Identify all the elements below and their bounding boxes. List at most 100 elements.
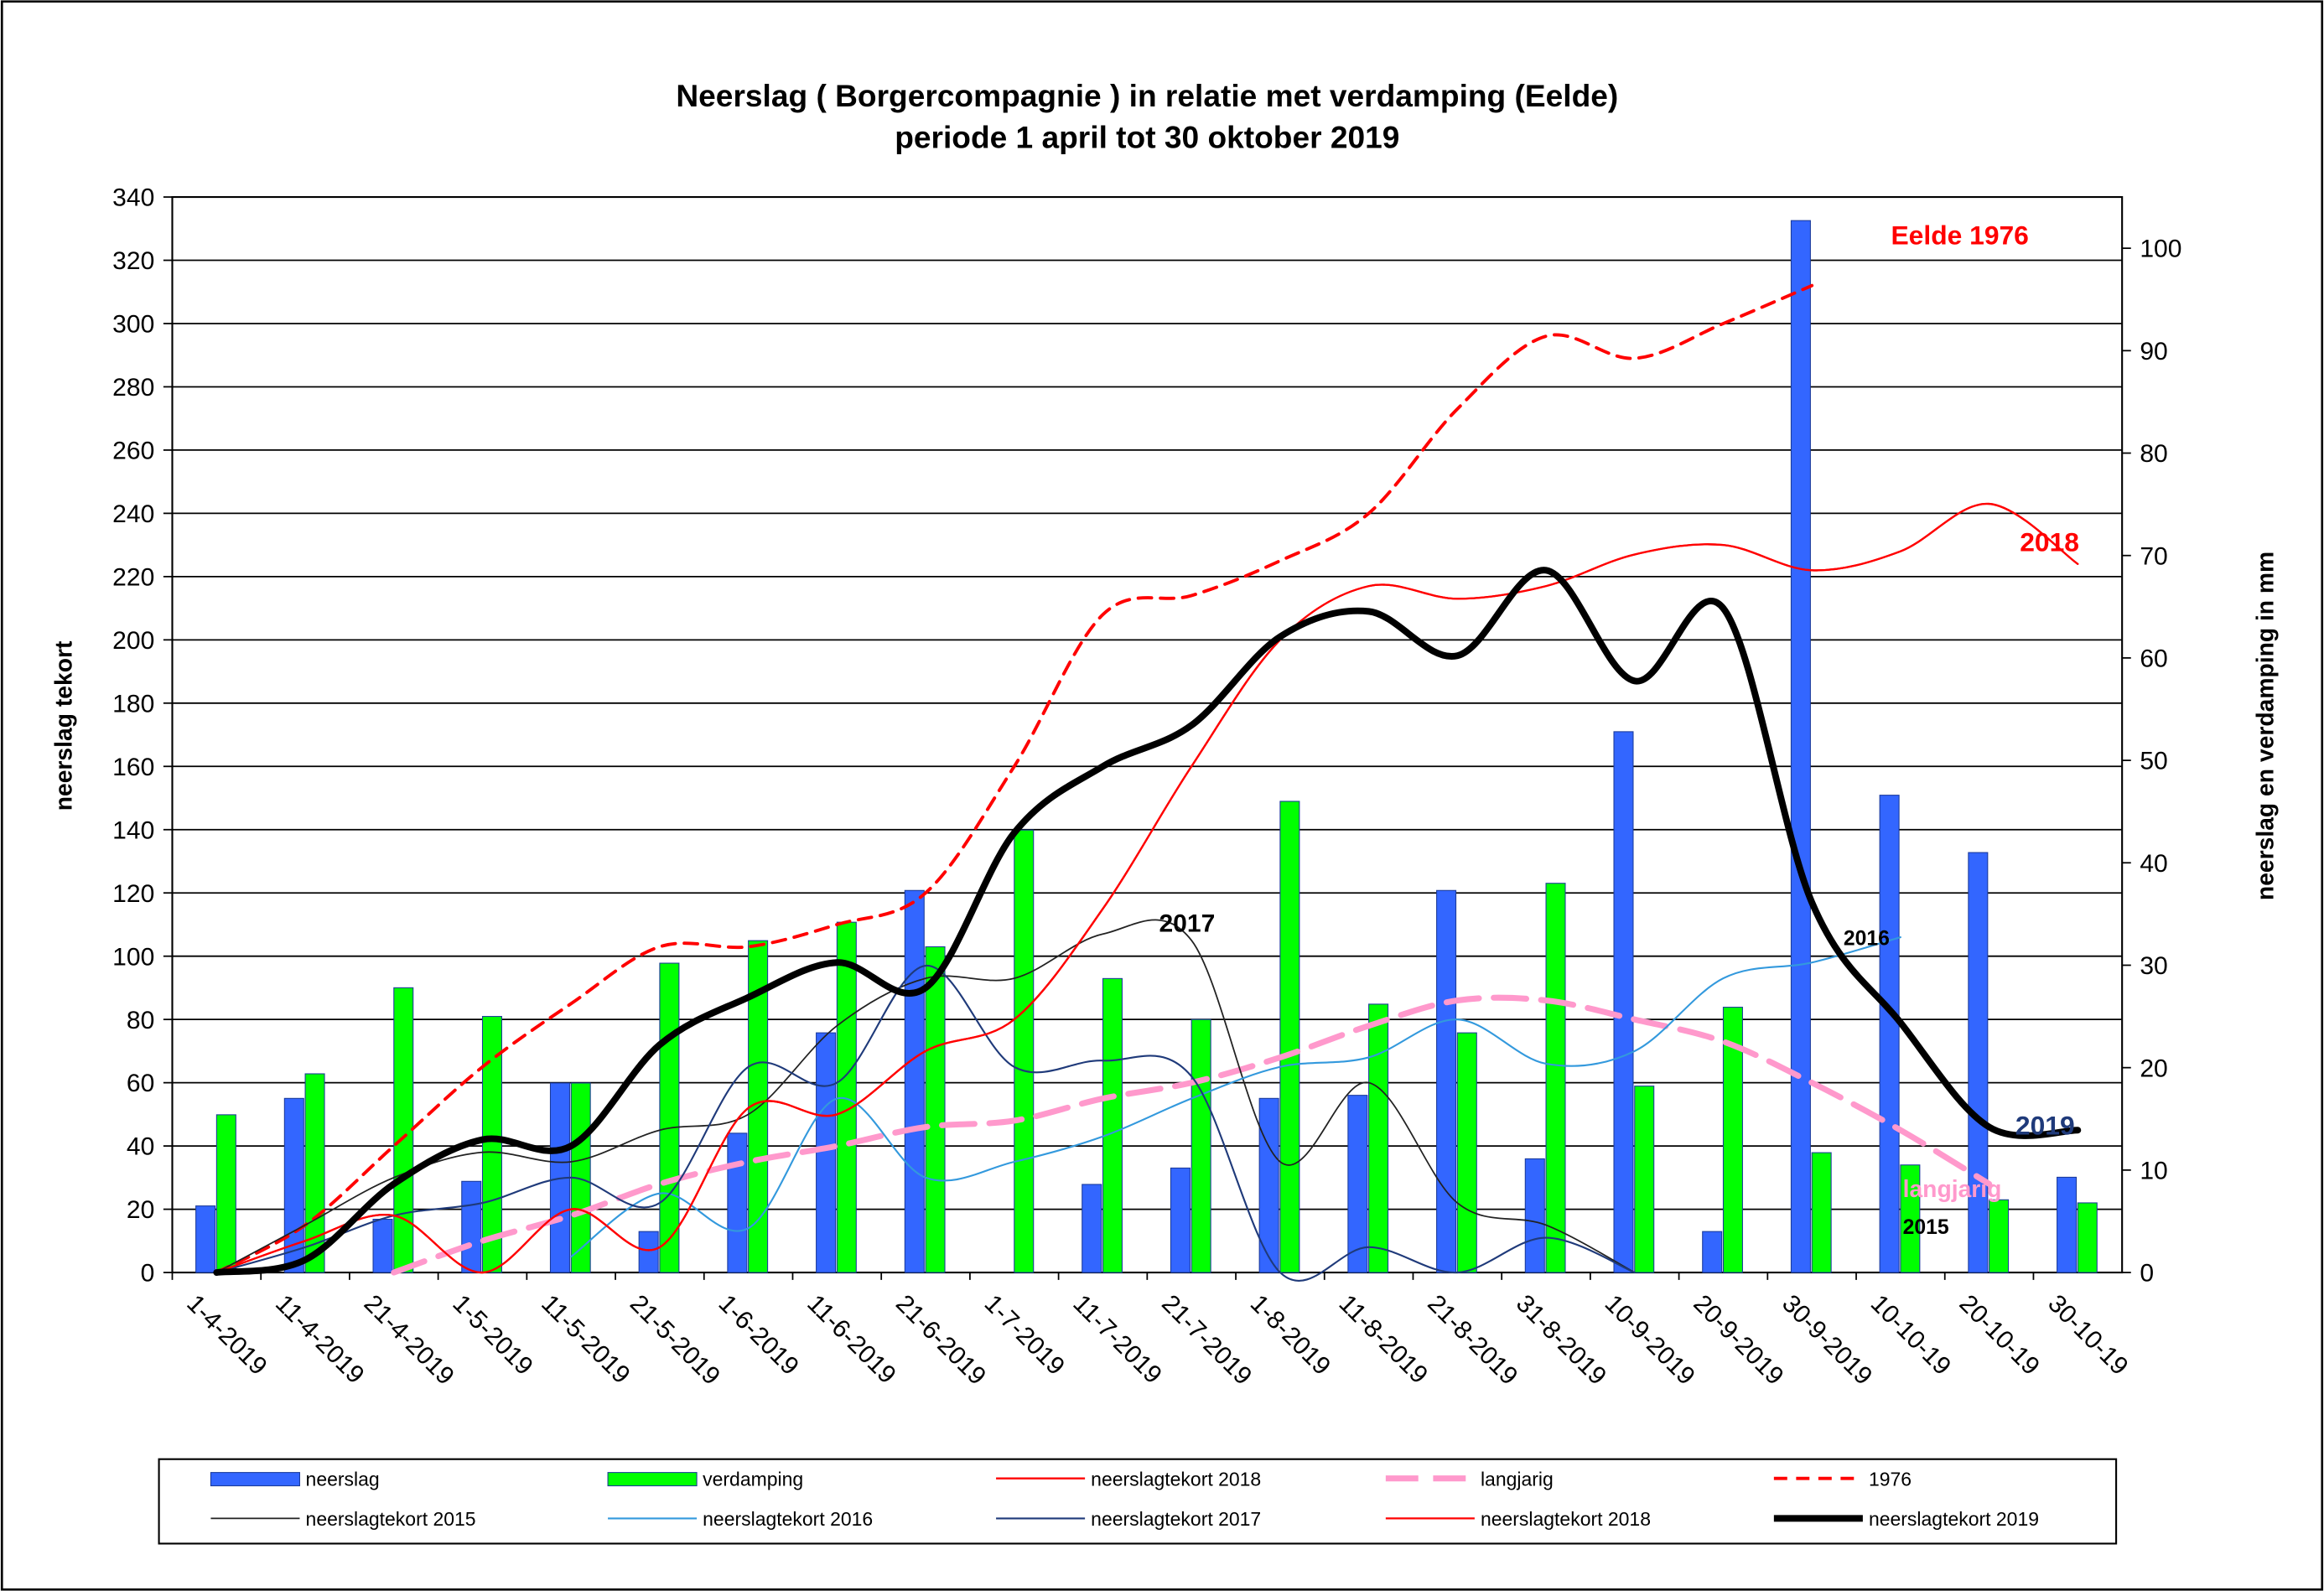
- bar: [1014, 829, 1035, 1273]
- y-tick-label: 0: [141, 1260, 155, 1288]
- y-tick-label: 60: [127, 1070, 154, 1097]
- y2-tick-label: 60: [2140, 645, 2167, 673]
- legend-label: neerslagtekort 2018: [1091, 1469, 1261, 1490]
- bar: [1790, 220, 1811, 1273]
- y-tick-label: 320: [112, 247, 154, 275]
- legend-swatch: [607, 1472, 698, 1487]
- bar: [1170, 1167, 1191, 1273]
- line-series: [215, 283, 1814, 1274]
- y-tick-label: 20: [127, 1196, 154, 1224]
- legend-label: langjarig: [1481, 1469, 1554, 1490]
- y2-tick-label: 0: [2140, 1260, 2154, 1288]
- bar: [727, 1132, 748, 1273]
- bar: [1900, 1164, 1921, 1273]
- legend-box: [158, 1458, 2118, 1545]
- y2-tick-label: 80: [2140, 440, 2167, 468]
- line-series: [215, 919, 1636, 1273]
- y2-tick-label: 30: [2140, 952, 2167, 980]
- line-series: [391, 994, 1993, 1276]
- annotation: 2016: [1844, 927, 1890, 950]
- y-tick-label: 40: [127, 1133, 154, 1161]
- bar: [1436, 889, 1457, 1273]
- legend-label: neerslagtekort 2016: [703, 1508, 873, 1530]
- line-series: [570, 935, 1901, 1258]
- y-tick-label: 120: [112, 880, 154, 908]
- legend-label: neerslagtekort 2017: [1091, 1508, 1261, 1530]
- annotation: 2019: [2015, 1111, 2075, 1141]
- bar: [1368, 1003, 1389, 1273]
- annotation: 2017: [1159, 910, 1215, 938]
- line-series: [215, 502, 2079, 1274]
- bar: [1082, 1184, 1102, 1273]
- legend-swatch: [210, 1472, 301, 1487]
- bar: [1456, 1032, 1477, 1273]
- annotation: 2018: [2020, 526, 2079, 557]
- bar: [2077, 1202, 2098, 1273]
- bar: [1258, 1097, 1279, 1273]
- bar: [481, 1016, 502, 1273]
- line-series: [215, 964, 1636, 1282]
- y-tick-label: 220: [112, 563, 154, 591]
- bar: [393, 987, 414, 1273]
- y-tick-label: 280: [112, 374, 154, 402]
- y-tick-label: 260: [112, 438, 154, 465]
- chart-title: Neerslag ( Borgercompagnie ) in relatie …: [676, 78, 1618, 113]
- bar: [372, 1218, 393, 1273]
- y-tick-label: 140: [112, 816, 154, 844]
- bar: [659, 962, 680, 1273]
- bar: [461, 1180, 482, 1273]
- annotation: langjarig: [1903, 1175, 2002, 1202]
- bar: [1722, 1007, 1743, 1273]
- bar: [1613, 731, 1634, 1273]
- bar: [1968, 852, 1989, 1273]
- legend-label: neerslagtekort 2015: [306, 1508, 476, 1530]
- y-tick-label: 200: [112, 627, 154, 655]
- y2-tick-label: 100: [2140, 236, 2181, 263]
- bar: [1191, 1018, 1211, 1273]
- bar: [1102, 977, 1123, 1273]
- y-tick-label: 160: [112, 754, 154, 781]
- y2-tick-label: 50: [2140, 748, 2167, 775]
- y-tick-label: 80: [127, 1007, 154, 1034]
- bar: [2057, 1176, 2078, 1273]
- bar: [1702, 1231, 1723, 1273]
- bar: [638, 1231, 659, 1273]
- legend-label: verdamping: [703, 1469, 803, 1490]
- annotation: 2015: [1903, 1216, 1949, 1239]
- y2-tick-label: 40: [2140, 850, 2167, 878]
- bar: [816, 1032, 837, 1273]
- annotation: Eelde 1976: [1891, 220, 2028, 251]
- legend-label: neerslagtekort 2018: [1481, 1508, 1651, 1530]
- legend-label: neerslagtekort 2019: [1869, 1508, 2039, 1530]
- bar: [1347, 1095, 1368, 1273]
- bar: [1989, 1199, 2010, 1273]
- chart-subtitle: periode 1 april tot 30 oktober 2019: [895, 120, 1399, 155]
- y-tick-label: 340: [112, 184, 154, 212]
- bar: [1879, 795, 1900, 1273]
- bar: [904, 889, 925, 1273]
- bar: [1279, 801, 1300, 1273]
- y-tick-label: 100: [112, 943, 154, 971]
- bar: [195, 1205, 216, 1273]
- y-tick-label: 300: [112, 311, 154, 339]
- bar: [1811, 1152, 1832, 1273]
- bar: [748, 940, 769, 1273]
- y2-tick-label: 20: [2140, 1055, 2167, 1082]
- y-axis-label: neerslag tekort: [49, 640, 76, 811]
- bar: [1545, 883, 1566, 1273]
- y2-tick-label: 70: [2140, 542, 2167, 570]
- legend-label: neerslag: [306, 1469, 380, 1490]
- bar: [1524, 1158, 1545, 1273]
- bar: [304, 1073, 325, 1273]
- legend-label: 1976: [1869, 1469, 1912, 1490]
- line-series: [213, 567, 2082, 1277]
- y2-tick-label: 10: [2140, 1157, 2167, 1184]
- y-tick-label: 180: [112, 690, 154, 718]
- bar: [215, 1114, 236, 1273]
- y-tick-label: 240: [112, 500, 154, 528]
- bar: [925, 946, 946, 1273]
- bar: [1634, 1086, 1655, 1273]
- y2-axis-label: neerslag en verdamping in mm: [2251, 552, 2278, 900]
